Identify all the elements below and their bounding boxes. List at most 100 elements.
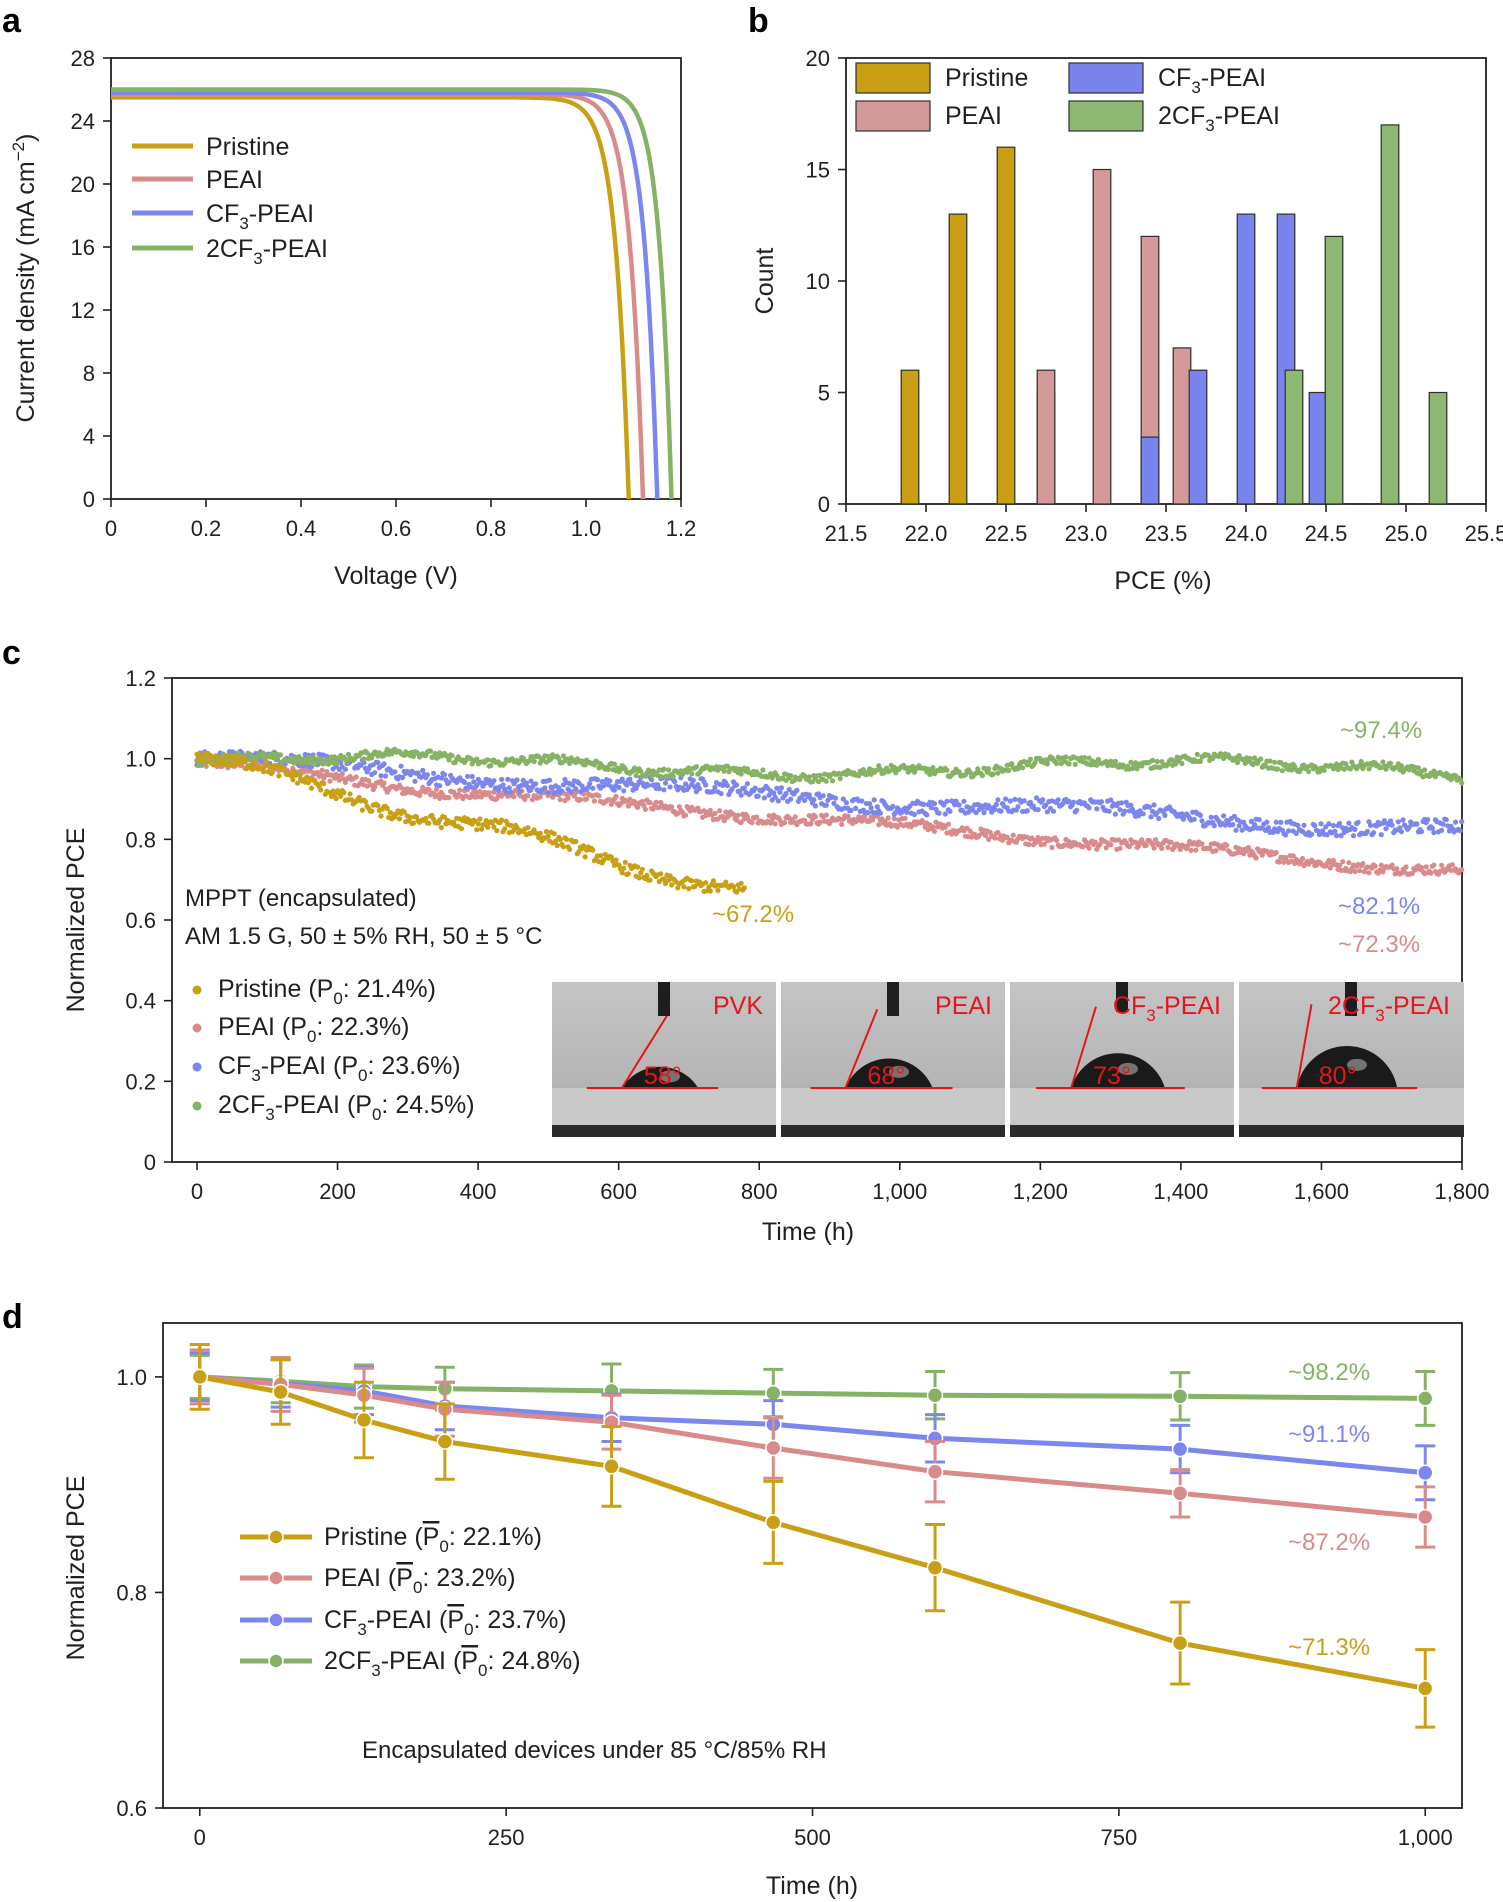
mppt-point: [366, 778, 372, 784]
mppt-point: [635, 864, 641, 870]
panel-a-xlabel: Voltage (V): [334, 562, 458, 590]
mppt-point: [251, 760, 257, 766]
mppt-point: [1224, 842, 1230, 848]
mppt-point: [1199, 841, 1205, 847]
mppt-point: [1389, 822, 1395, 828]
mppt-point: [1253, 855, 1259, 861]
mppt-point: [1086, 805, 1092, 811]
mppt-point: [1012, 796, 1018, 802]
data-point: [603, 1458, 620, 1475]
mppt-point: [1388, 760, 1394, 766]
mppt-point: [1282, 832, 1289, 838]
mppt-point: [947, 808, 953, 814]
mppt-point: [1258, 756, 1264, 762]
mppt-point: [1321, 767, 1327, 774]
mppt-point: [318, 787, 324, 793]
mppt-point: [865, 809, 871, 816]
mppt-point: [525, 825, 531, 831]
data-point: [926, 1386, 944, 1404]
series-2cf3-peai: [189, 1353, 1436, 1427]
mppt-point: [573, 838, 579, 845]
y-tick-label: 0.6: [116, 1796, 147, 1821]
x-tick-label: 400: [460, 1179, 497, 1204]
mppt-point: [661, 876, 667, 882]
y-tick-label: 20: [71, 172, 95, 197]
panel-a-frame: [110, 57, 682, 500]
mppt-point: [1211, 823, 1217, 829]
mppt-point: [1428, 870, 1434, 876]
mppt-point: [1049, 844, 1055, 851]
legend-dot-peai: [192, 1023, 202, 1033]
mppt-point: [956, 769, 962, 775]
mppt-point: [1367, 822, 1374, 829]
mppt-point: [1112, 758, 1118, 765]
mppt-point: [781, 820, 788, 826]
mppt-point: [611, 787, 618, 793]
mppt-point: [1273, 849, 1279, 856]
mppt-point: [503, 789, 509, 796]
mppt-point: [622, 859, 628, 865]
mppt-point: [859, 818, 865, 824]
mppt-point: [1044, 761, 1050, 767]
mppt-point: [330, 760, 336, 766]
mppt-point: [941, 802, 947, 808]
bar-pristine: [948, 213, 968, 505]
mppt-point: [613, 793, 619, 800]
mppt-point: [1185, 842, 1191, 849]
mppt-point: [721, 768, 727, 774]
mppt-point: [486, 790, 492, 796]
y-tick-label: 1.2: [125, 666, 156, 691]
mppt-point: [1318, 821, 1324, 827]
mppt-point: [398, 763, 404, 769]
mppt-point: [557, 837, 563, 843]
panel-b-pce-histogram: 21.5 22.0 22.5 23.0 23.5 24.0 24.5 25.0 25.5 0 5 10…: [751, 46, 1503, 595]
droplet: [1296, 1045, 1398, 1088]
mppt-point: [1248, 818, 1254, 825]
mppt-point: [670, 773, 676, 779]
mppt-point: [1306, 768, 1312, 775]
panel-b-ylabel: Count: [751, 248, 779, 315]
mppt-point: [1346, 820, 1352, 826]
y-tick-label: 4: [83, 424, 95, 449]
mppt-point: [296, 771, 302, 778]
mppt-point: [902, 815, 908, 821]
end-label-peai: ~87.2%: [1288, 1529, 1370, 1556]
mppt-point: [681, 884, 687, 890]
mppt-point: [342, 766, 348, 772]
mppt-point: [1415, 765, 1421, 771]
mppt-point: [1159, 759, 1165, 765]
mppt-point: [1357, 762, 1363, 769]
legend-label-2cf3-peai: 2CF3-PEAI (P0: 24.5%): [218, 1091, 475, 1124]
mppt-point: [788, 796, 794, 802]
mppt-point: [1066, 839, 1072, 845]
mppt-point: [546, 777, 553, 783]
y-tick-label: 16: [71, 235, 95, 260]
mppt-point: [876, 822, 882, 828]
x-tick-label: 1,800: [1434, 1179, 1489, 1204]
y-tick-label: 12: [71, 298, 95, 323]
mppt-point: [806, 774, 812, 780]
mppt-point: [500, 782, 506, 788]
contact-angle-value: 58°: [644, 1062, 682, 1090]
mppt-point: [1414, 821, 1420, 827]
mppt-point: [1222, 822, 1228, 828]
contact-angle-photo-peai: 68° PEAI: [781, 982, 1006, 1137]
mppt-point: [1310, 859, 1316, 865]
mppt-point: [1054, 760, 1060, 767]
x-tick-label: 0: [191, 1179, 203, 1204]
mppt-point: [812, 803, 819, 809]
mppt-point: [1267, 758, 1273, 764]
mppt-point: [613, 857, 619, 863]
substrate-edge: [552, 1125, 777, 1137]
mppt-point: [829, 778, 836, 784]
mppt-point: [1128, 802, 1134, 808]
mppt-point: [369, 808, 375, 814]
mppt-point: [556, 756, 562, 762]
mppt-point: [1394, 866, 1400, 872]
mppt-point: [268, 771, 274, 777]
contact-angle-value: 80°: [1319, 1062, 1357, 1090]
mppt-point: [424, 772, 430, 778]
mppt-point: [820, 793, 826, 799]
mppt-point: [1117, 845, 1123, 851]
mppt-point: [327, 778, 333, 784]
